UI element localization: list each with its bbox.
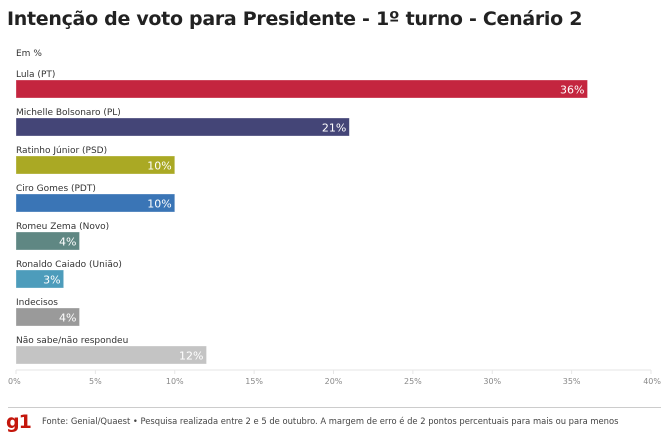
x-tick-label: 10% (166, 377, 184, 386)
category-label: Ratinho Júnior (PSD) (16, 146, 107, 156)
category-label: Ronaldo Caiado (União) (16, 260, 122, 270)
x-tick-label: 15% (245, 377, 263, 386)
value-label: 4% (59, 312, 76, 325)
category-label: Michelle Bolsonaro (PL) (16, 108, 121, 118)
category-label: Romeu Zema (Novo) (16, 222, 109, 232)
x-tick-label: 5% (89, 377, 102, 386)
bar (15, 155, 176, 175)
value-label: 12% (179, 350, 203, 363)
x-tick-label: 20% (325, 377, 343, 386)
bar (15, 345, 207, 365)
value-label: 3% (43, 274, 60, 287)
footer-divider (8, 407, 661, 408)
chart-subtitle: Em % (16, 49, 42, 59)
chart-title: Intenção de voto para Presidente - 1º tu… (7, 8, 583, 30)
x-tick-label: 30% (483, 377, 501, 386)
bar (15, 269, 64, 289)
category-label: Lula (PT) (16, 70, 55, 80)
source-note: Fonte: Genial/Quaest • Pesquisa realizad… (42, 416, 619, 426)
bar (15, 193, 176, 213)
value-label: 10% (147, 160, 171, 173)
bar (15, 79, 588, 99)
category-label: Ciro Gomes (PDT) (16, 184, 96, 194)
g1-logo: g1 (6, 411, 32, 433)
value-label: 4% (59, 236, 76, 249)
x-tick-label: 40% (643, 377, 661, 386)
x-tick-label: 0% (8, 377, 21, 386)
category-label: Não sabe/não respondeu (16, 336, 128, 346)
value-label: 21% (322, 122, 346, 135)
x-tick-label: 35% (563, 377, 581, 386)
category-label: Indecisos (16, 298, 58, 308)
bar (15, 231, 80, 251)
bar (15, 117, 350, 137)
x-tick-label: 25% (404, 377, 422, 386)
bar-chart: Lula (PT) 36% Michelle Bolsonaro (PL) 21% Ra… (8, 70, 661, 386)
value-label: 36% (560, 84, 584, 97)
bar (15, 307, 80, 327)
value-label: 10% (147, 198, 171, 211)
